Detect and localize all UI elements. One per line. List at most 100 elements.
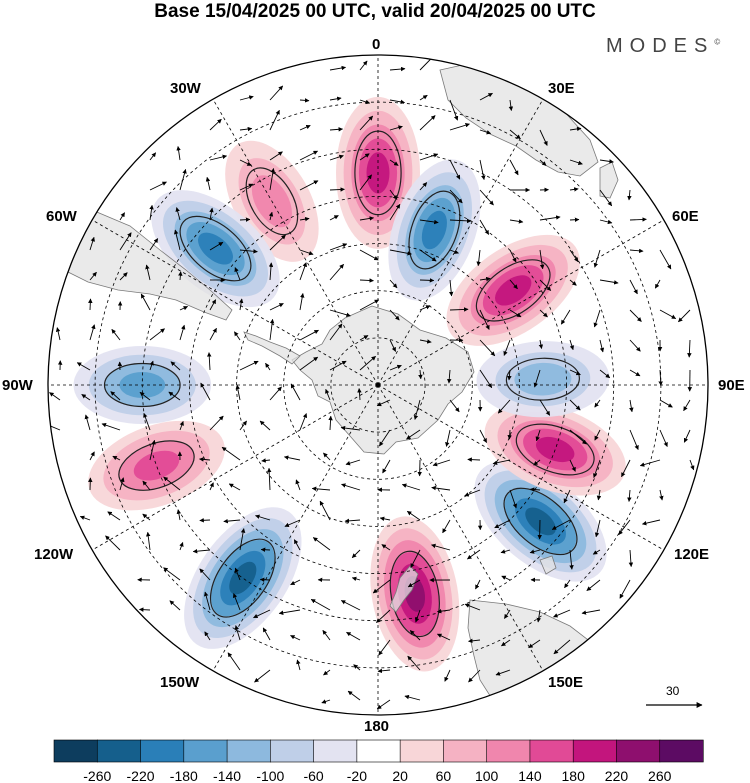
- meridian-line: [377, 219, 664, 386]
- wind-vector: [209, 415, 224, 431]
- wind-vector: [234, 567, 241, 581]
- meridian-line: [377, 384, 664, 551]
- wind-vector: [351, 576, 361, 582]
- colorbar-tick-label: 260: [648, 768, 672, 783]
- anomaly-pos-110e: [484, 403, 626, 496]
- colorbar-swatch: [96, 739, 142, 763]
- south-america-land: [49, 209, 233, 321]
- wind-vector: [173, 229, 181, 251]
- wind-vector: [340, 600, 361, 611]
- wind-vector: [176, 145, 181, 161]
- lon-label-60w: 60W: [46, 208, 77, 225]
- wind-vector: [179, 420, 184, 431]
- wind-vector: [509, 489, 518, 509]
- colorbar-tick-label: -100: [256, 768, 284, 783]
- colorbar-tick-label: 140: [518, 768, 542, 783]
- wind-vector: [228, 483, 241, 491]
- wind-vector: [599, 189, 613, 207]
- wind-vector: [382, 459, 391, 474]
- wind-vector: [204, 631, 211, 641]
- wind-vector: [347, 690, 361, 701]
- wind-vector: [593, 309, 601, 328]
- wind-vector: [293, 539, 301, 551]
- wind-vector: [145, 531, 151, 551]
- wind-vector: [535, 429, 541, 442]
- wind-vector: [476, 249, 481, 267]
- wind-vector: [629, 399, 634, 413]
- wind-vector: [329, 127, 344, 132]
- wind-vector: [379, 429, 391, 447]
- wind-vector: [239, 159, 252, 166]
- wind-vector: [389, 279, 398, 289]
- colorbar-tick-label: -180: [170, 768, 198, 783]
- wind-vector: [658, 369, 663, 386]
- wind-vector: [88, 298, 93, 311]
- wind-vector: [448, 279, 454, 297]
- wind-vector: [407, 579, 421, 588]
- wind-vector: [205, 176, 211, 191]
- wind-vector: [259, 420, 271, 431]
- wind-vector: [295, 479, 301, 491]
- wind-vector: [419, 305, 431, 311]
- wind-vector: [199, 457, 211, 462]
- wind-vector: [442, 519, 451, 534]
- wind-vector: [260, 547, 271, 552]
- wind-vector: [389, 99, 406, 105]
- wind-vector: [262, 627, 271, 641]
- wind-vector: [479, 189, 494, 206]
- wind-vector: [389, 339, 397, 352]
- wind-vector: [467, 457, 481, 462]
- anomaly-contour: [118, 440, 195, 491]
- wind-vector: [599, 159, 614, 164]
- wind-vector: [449, 159, 461, 180]
- wind-vector: [629, 217, 647, 222]
- wind-vector: [357, 388, 362, 401]
- anomaly-neg-145w: [184, 507, 302, 649]
- wind-vector: [149, 328, 165, 341]
- anomaly-level: [535, 436, 575, 463]
- wind-vector: [235, 384, 241, 401]
- wind-vector: [449, 249, 459, 254]
- colorbar-tick-label: 60: [436, 768, 452, 783]
- colorbar-swatch: [53, 739, 98, 763]
- wind-vector: [227, 652, 241, 671]
- wind-vector: [89, 451, 95, 461]
- wind-vector: [299, 293, 305, 311]
- wind-vector: [340, 425, 361, 431]
- wind-vector: [659, 309, 677, 319]
- wind-vector: [479, 129, 492, 135]
- wind-vector: [404, 694, 421, 701]
- wind-vector: [269, 167, 276, 191]
- wind-vector: [539, 249, 545, 270]
- wind-vector: [192, 548, 211, 554]
- reference-vector-label: 30: [666, 684, 680, 698]
- wind-vector: [401, 483, 421, 491]
- wind-vector: [359, 174, 372, 191]
- anomaly-contour: [408, 190, 461, 270]
- wind-vector: [539, 129, 548, 146]
- wind-vector: [629, 309, 642, 322]
- wind-vector: [436, 608, 451, 614]
- wind-vector: [479, 159, 486, 181]
- colorbar-tick-label: -260: [83, 768, 111, 783]
- wind-vector: [464, 603, 481, 611]
- wind-vector: [359, 278, 374, 283]
- wind-vector: [432, 459, 451, 467]
- wind-vector: [639, 459, 661, 467]
- wind-vector: [149, 439, 156, 461]
- wind-vector: [569, 459, 576, 472]
- wind-vector: [341, 483, 361, 491]
- wind-vector: [449, 399, 460, 413]
- wind-vector: [507, 369, 512, 381]
- wind-vector: [406, 429, 421, 440]
- wind-vector: [479, 309, 490, 330]
- meridian-line: [92, 384, 379, 551]
- wind-vector: [509, 159, 519, 176]
- wind-vector: [409, 630, 421, 641]
- wind-vector: [49, 392, 61, 401]
- wind-vector: [389, 203, 401, 221]
- wind-vector: [467, 549, 481, 560]
- wind-vector: [413, 399, 421, 420]
- wind-vector: [539, 279, 552, 291]
- wind-vector: [239, 126, 253, 132]
